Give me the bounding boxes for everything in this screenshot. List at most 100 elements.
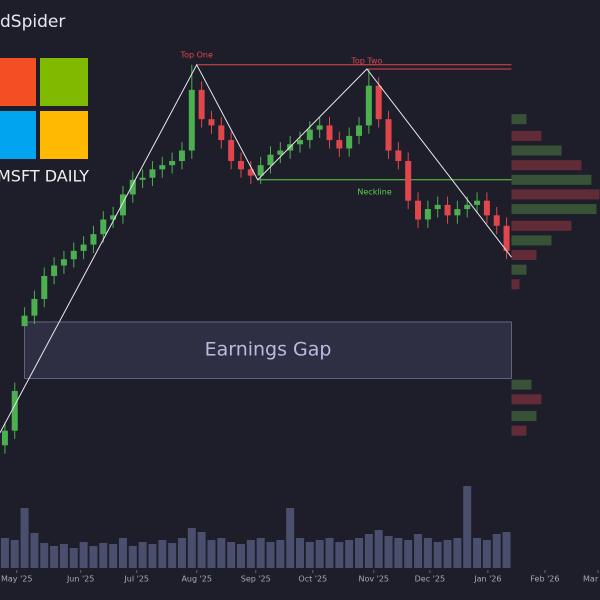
candle-body — [326, 125, 333, 141]
volume-profile-bar — [511, 220, 572, 231]
candle-body — [297, 140, 303, 145]
candle-body — [218, 125, 225, 141]
candle-body — [100, 219, 107, 235]
candle-body — [119, 194, 126, 216]
volume-bar — [355, 538, 364, 568]
volume-bar — [345, 540, 354, 568]
candle-body — [356, 125, 363, 136]
volume-bar — [30, 533, 39, 568]
volume-bar — [453, 538, 462, 568]
volume-bar — [315, 540, 324, 568]
candle-body — [31, 298, 38, 316]
candle-body — [483, 200, 490, 216]
pattern-line — [0, 63, 512, 433]
x-tick-label: Jun '25 — [66, 575, 94, 584]
volume-bar — [423, 538, 432, 568]
volume-bar — [384, 536, 393, 568]
candle-body — [336, 140, 343, 149]
gap-zone — [24, 321, 512, 379]
candle-body — [169, 160, 176, 166]
volume-bar — [374, 530, 383, 568]
volume-bar — [128, 546, 137, 568]
candle-body — [346, 135, 353, 149]
volume-profile-bar — [511, 250, 537, 261]
candle-body — [474, 200, 481, 205]
x-tick-label: Aug '25 — [181, 575, 212, 584]
level-label: Neckline — [357, 187, 391, 196]
candle-body — [159, 165, 166, 170]
candle-body — [110, 215, 117, 220]
volume-bar — [138, 542, 147, 568]
x-tick-label: Jul '25 — [123, 575, 149, 584]
candle-body — [1, 430, 8, 446]
volume-bar — [148, 544, 157, 568]
candle-body — [365, 85, 372, 126]
x-tick-label: Oct '25 — [298, 575, 327, 584]
volume-bar — [177, 538, 186, 568]
level-label: Top Two — [350, 56, 382, 65]
candle-body — [257, 165, 264, 176]
volume-bar — [197, 532, 206, 568]
candle-body — [277, 150, 284, 155]
x-tick-label: Sep '25 — [241, 575, 271, 584]
volume-bar — [492, 534, 501, 568]
x-tick-label: Feb '26 — [530, 575, 559, 584]
candle-body — [139, 177, 146, 180]
candle-body — [11, 390, 18, 431]
volume-bar — [286, 508, 295, 568]
candle-body — [247, 169, 254, 176]
candle-body — [228, 140, 235, 161]
volume-profile-bar — [511, 379, 532, 390]
volume-bar — [305, 542, 314, 568]
logo-square — [0, 58, 36, 106]
volume-bar — [10, 540, 19, 568]
volume-bar — [463, 486, 472, 568]
volume-profile-bar — [511, 411, 537, 422]
x-tick-label: May '25 — [1, 575, 32, 584]
volume-bar — [256, 538, 265, 568]
volume-bar — [99, 543, 108, 568]
candle-body — [70, 250, 77, 260]
candle-body — [493, 215, 500, 226]
candle-body — [129, 179, 136, 195]
candle-body — [444, 204, 451, 216]
volume-bar — [0, 538, 9, 568]
candle-body — [464, 204, 471, 210]
level-label: Top One — [180, 50, 213, 59]
volume-bar — [246, 540, 255, 568]
volume-bar — [443, 540, 452, 568]
volume-profile-bar — [511, 114, 527, 125]
volume-bar — [482, 540, 491, 568]
volume-profile-bar — [511, 394, 542, 405]
volume-bar — [227, 542, 236, 568]
candle-body — [503, 225, 510, 251]
volume-bar — [266, 542, 275, 568]
volume-bar — [394, 538, 403, 568]
volume-bar — [69, 548, 78, 568]
volume-bar — [79, 542, 88, 568]
volume-bar — [89, 546, 98, 568]
candle-body — [21, 315, 28, 327]
volume-profile-bar — [511, 174, 592, 185]
volume-bar — [20, 508, 29, 568]
volume-bar — [50, 546, 59, 568]
logo — [0, 58, 88, 159]
candle-body — [41, 275, 48, 299]
volume-bar — [187, 528, 196, 568]
volume-bar — [236, 544, 245, 568]
chart-title: MSFT DAILY — [0, 167, 89, 186]
candle-body — [405, 160, 412, 201]
volume-bar — [59, 544, 68, 568]
candle-body — [395, 150, 402, 161]
volume-bar — [404, 540, 413, 568]
candle-body — [80, 244, 87, 251]
candle-body — [90, 234, 97, 245]
candle-body — [208, 119, 215, 126]
volume-bar — [335, 542, 344, 568]
volume-bar — [168, 543, 177, 568]
candle-body — [306, 129, 313, 141]
candle-body — [267, 154, 274, 166]
volume-profile-bar — [511, 189, 600, 200]
volume-bar — [40, 543, 49, 568]
